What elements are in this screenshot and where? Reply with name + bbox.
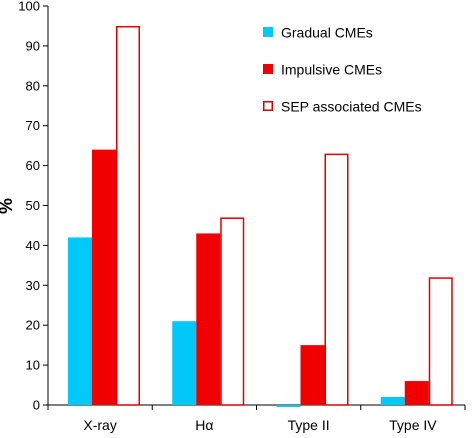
y-tick-label: 50 bbox=[26, 198, 40, 213]
y-tick-label: 20 bbox=[26, 318, 40, 333]
legend-swatch bbox=[263, 64, 273, 74]
bars bbox=[68, 25, 453, 407]
bar-sep-associated-cmes-2 bbox=[324, 153, 349, 406]
bar-gradual-cmes-1 bbox=[172, 321, 197, 405]
bar-gradual-cmes-2 bbox=[276, 405, 301, 407]
y-tick-label: 80 bbox=[26, 78, 40, 93]
y-tick-label: 30 bbox=[26, 278, 40, 293]
y-tick-label: 10 bbox=[26, 358, 40, 373]
category-label: Hα bbox=[195, 417, 213, 433]
bar-sep-associated-cmes-1 bbox=[220, 217, 245, 406]
y-axis-title: % bbox=[0, 198, 16, 214]
legend-label: Gradual CMEs bbox=[281, 25, 373, 41]
y-tick-label: 70 bbox=[26, 118, 40, 133]
legend: Gradual CMEs Impulsive CMEs SEP associated… bbox=[263, 25, 422, 115]
bar-sep-associated-cmes-3 bbox=[428, 277, 453, 406]
bar-gradual-cmes-3 bbox=[380, 397, 405, 405]
x-ticks bbox=[47, 405, 466, 410]
bar-impulsive-cmes-1 bbox=[196, 233, 221, 405]
bar-sep-associated-cmes-0 bbox=[116, 25, 140, 406]
y-ticks: 0 10 20 30 40 50 60 70 80 90 100 bbox=[18, 0, 48, 413]
legend-swatch bbox=[263, 27, 273, 37]
y-tick-label: 40 bbox=[26, 238, 40, 253]
category-label: X-ray bbox=[83, 417, 116, 433]
bar-impulsive-cmes-2 bbox=[300, 345, 325, 405]
y-tick-label: 90 bbox=[26, 38, 40, 53]
category-label: Type IV bbox=[389, 417, 437, 433]
bar-impulsive-cmes-0 bbox=[92, 149, 116, 405]
y-tick-label: 0 bbox=[33, 398, 40, 413]
category-label: Type II bbox=[288, 417, 330, 433]
y-tick-label: 60 bbox=[26, 158, 40, 173]
category-labels: X-ray Hα Type II Type IV bbox=[83, 417, 437, 433]
bar-gradual-cmes-0 bbox=[68, 237, 92, 405]
y-tick-label: 100 bbox=[18, 0, 40, 14]
legend-swatch bbox=[263, 101, 273, 111]
bar-impulsive-cmes-3 bbox=[404, 381, 429, 405]
legend-label: Impulsive CMEs bbox=[281, 62, 382, 78]
legend-label: SEP associated CMEs bbox=[281, 99, 422, 115]
